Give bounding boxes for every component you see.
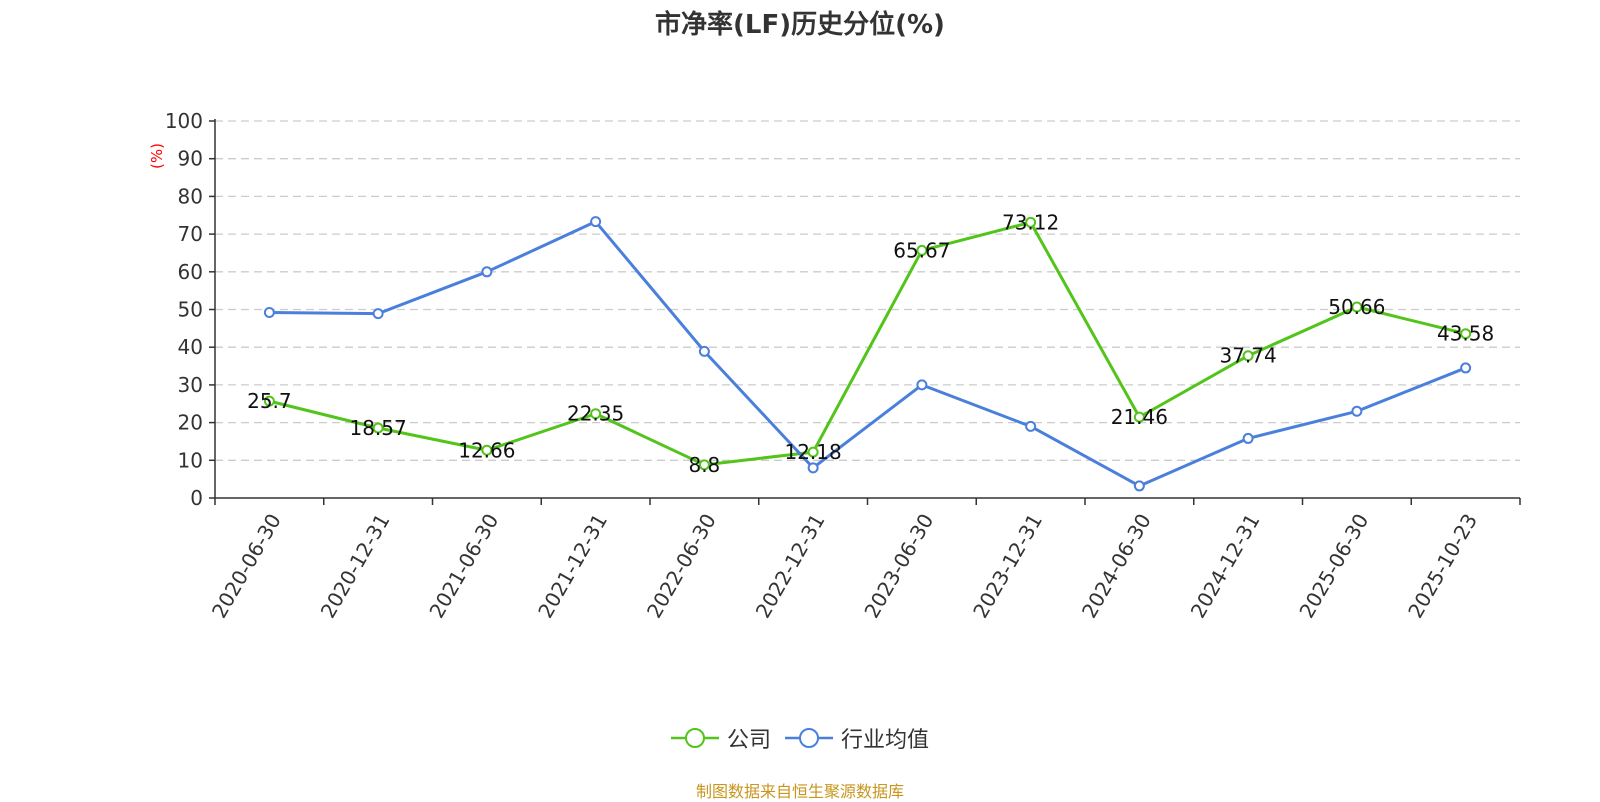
data-point-0-8 — [1133, 411, 1145, 423]
x-tick-label-2025-10-23: 2025-10-23 — [1403, 510, 1482, 623]
data-label-3: 22.35 — [567, 402, 624, 426]
y-tick-label-20: 20 — [178, 411, 203, 435]
data-label-1: 18.57 — [349, 416, 406, 440]
x-tick-label-2024-06-30: 2024-06-30 — [1077, 510, 1156, 623]
legend-item-industry[interactable]: 行业均值 — [785, 722, 929, 754]
data-point-1-0 — [263, 307, 275, 319]
data-point-1-5 — [807, 462, 819, 474]
data-point-0-2 — [481, 444, 493, 456]
x-tick-label-2024-12-31: 2024-12-31 — [1186, 510, 1265, 623]
x-tick-label-2023-06-30: 2023-06-30 — [859, 510, 938, 623]
data-point-0-10 — [1351, 301, 1363, 313]
y-tick-label-100: 100 — [165, 109, 203, 133]
data-point-1-4 — [698, 345, 710, 357]
data-point-1-11 — [1460, 362, 1472, 374]
data-label-0: 25.7 — [247, 389, 292, 413]
data-label-10: 50.66 — [1328, 295, 1385, 319]
data-point-1-7 — [1025, 420, 1037, 432]
data-label-9: 37.74 — [1219, 344, 1276, 368]
chart-title: 市净率(LF)历史分位(%) — [655, 10, 945, 40]
data-point-0-9 — [1242, 350, 1254, 362]
data-point-0-0 — [263, 395, 275, 407]
data-point-0-11 — [1460, 328, 1472, 340]
data-point-1-2 — [481, 266, 493, 278]
x-tick-label-2021-06-30: 2021-06-30 — [424, 510, 503, 623]
data-point-0-5 — [807, 446, 819, 458]
data-label-2: 12.66 — [458, 438, 515, 462]
data-label-6: 65.67 — [893, 238, 950, 262]
legend-label-industry: 行业均值 — [841, 728, 930, 753]
data-point-0-1 — [372, 422, 384, 434]
data-point-1-9 — [1242, 432, 1254, 444]
series-lines — [263, 216, 1472, 492]
data-label-4: 8.8 — [688, 453, 720, 477]
y-tick-label-80: 80 — [178, 184, 203, 208]
series-line-0 — [267, 220, 1468, 467]
y-tick-label-70: 70 — [178, 222, 203, 246]
data-point-0-6 — [916, 244, 928, 256]
y-tick-label-30: 30 — [178, 373, 203, 397]
data-point-0-7 — [1025, 216, 1037, 228]
x-tick-label-2025-06-30: 2025-06-30 — [1294, 510, 1373, 623]
x-tick-label-2020-06-30: 2020-06-30 — [207, 510, 286, 623]
y-tick-label-50: 50 — [178, 298, 203, 322]
data-point-1-10 — [1351, 405, 1363, 417]
y-tick-label-10: 10 — [178, 448, 203, 472]
data-label-11: 43.58 — [1437, 322, 1494, 346]
data-point-1-8 — [1133, 480, 1145, 492]
data-point-0-3 — [590, 408, 602, 420]
legend: 公司 行业均值 — [0, 720, 1600, 756]
data-point-1-3 — [590, 216, 602, 228]
data-point-1-6 — [916, 379, 928, 391]
y-axis-unit-label: (%) — [148, 143, 166, 169]
x-tick-label-2022-12-31: 2022-12-31 — [751, 510, 830, 623]
y-tick-label-40: 40 — [178, 335, 203, 359]
data-label-5: 12.18 — [784, 440, 841, 464]
data-label-7: 73.12 — [1002, 210, 1059, 234]
x-tick-label-2021-12-31: 2021-12-31 — [533, 510, 612, 623]
source-note: 制图数据来自恒生聚源数据库 — [695, 782, 904, 801]
x-tick-label-2023-12-31: 2023-12-31 — [968, 510, 1047, 623]
grid-lines — [215, 120, 1520, 461]
axes: 0 10 20 30 40 50 60 70 80 90 100 (%) 2020-06-30 2020-… — [148, 109, 1521, 623]
data-point-0-4 — [698, 459, 710, 471]
series-line-1 — [267, 220, 1468, 488]
y-tick-label-0: 0 — [190, 486, 203, 510]
legend-company-line-icon — [670, 728, 719, 748]
y-tick-label-60: 60 — [178, 260, 203, 284]
legend-label-company: 公司 — [726, 728, 771, 753]
x-tick-label-2020-12-31: 2020-12-31 — [316, 510, 395, 623]
data-labels: 25.7 18.57 12.66 22.35 8.8 12.18 65.67 73.12 21.… — [247, 210, 1494, 476]
legend-item-company[interactable]: 公司 — [670, 722, 771, 754]
legend-industry-line-icon — [785, 728, 833, 748]
data-label-8: 21.46 — [1111, 405, 1168, 429]
y-tick-label-90: 90 — [178, 147, 203, 171]
x-tick-label-2022-06-30: 2022-06-30 — [642, 510, 721, 623]
data-point-1-1 — [372, 308, 384, 320]
